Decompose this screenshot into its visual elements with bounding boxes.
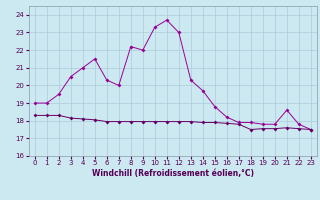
X-axis label: Windchill (Refroidissement éolien,°C): Windchill (Refroidissement éolien,°C) [92, 169, 254, 178]
